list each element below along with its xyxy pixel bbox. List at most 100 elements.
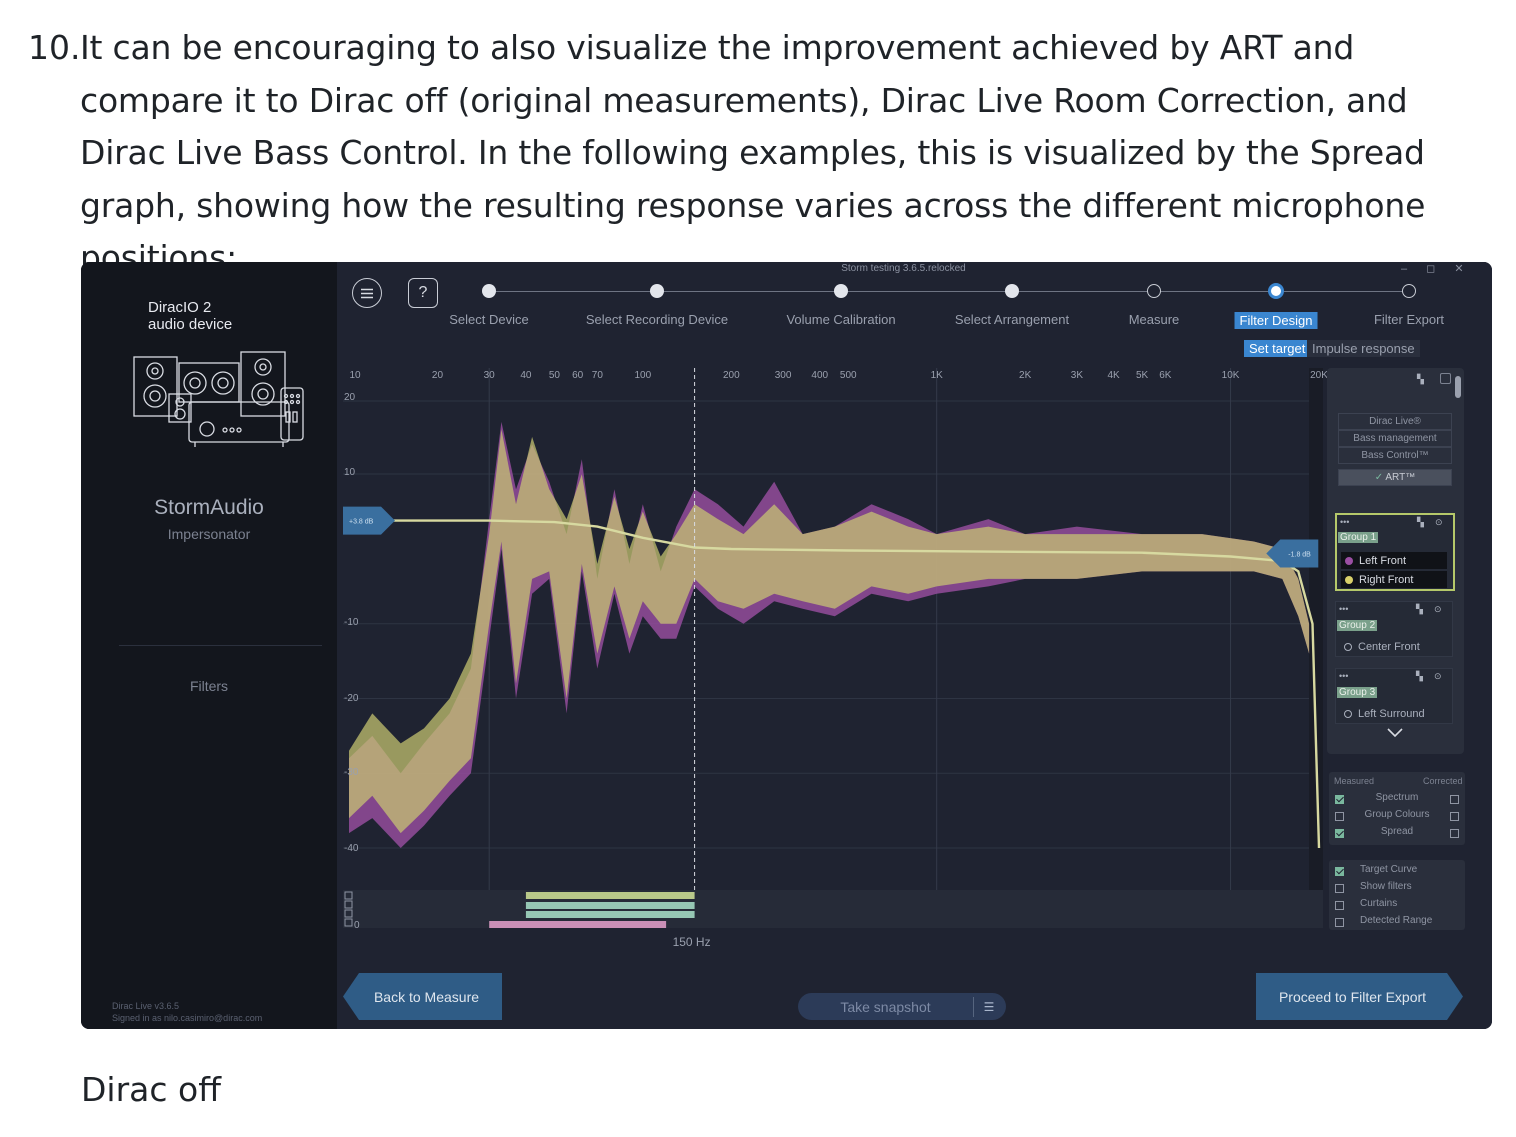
range-bar — [525, 902, 695, 909]
paragraph-text: It can be encouraging to also visualize … — [80, 28, 1426, 277]
link-icon[interactable]: ⊙ — [1435, 517, 1443, 527]
corrected-checkbox[interactable] — [1450, 795, 1459, 804]
snapshot-list-icon[interactable]: ☰ — [983, 999, 995, 1014]
main-area: Storm testing 3.6.5.relocked – ◻ ✕ ? Sel… — [337, 262, 1492, 1029]
layer-art[interactable]: ✓ ART™ — [1338, 469, 1452, 486]
step-label: Measure — [1128, 312, 1180, 327]
more-icon[interactable]: ••• — [1339, 604, 1349, 614]
option-label: Target Curve — [1360, 864, 1418, 875]
freq-tick-label: 4K — [1107, 370, 1120, 381]
range-checkbox — [344, 918, 353, 927]
link-icon[interactable]: ⊙ — [1434, 671, 1442, 681]
measured-checkbox[interactable] — [1335, 829, 1344, 838]
freq-tick-label: 500 — [839, 370, 857, 381]
snapshot-input[interactable]: Take snapshot — [840, 998, 931, 1015]
signed-in-line: Signed in as nilo.casimiro@dirac.com — [112, 1013, 263, 1023]
collapse-icon[interactable]: ▚ — [1416, 671, 1423, 681]
freq-tick-label: 100 — [634, 370, 652, 381]
filters-link[interactable]: Filters — [189, 678, 229, 694]
step-dot-icon — [1402, 284, 1416, 298]
group-3-card[interactable]: ••• ▚ ⊙ Group 3 Left Surround — [1335, 668, 1453, 724]
db-tick-label: -20 — [344, 693, 359, 704]
layer-bass-management[interactable]: Bass management — [1338, 430, 1452, 447]
subtab[interactable]: Set target — [1244, 340, 1311, 357]
corrected-checkbox[interactable] — [1450, 829, 1459, 838]
spread-band-left-front — [349, 421, 1310, 848]
more-icon[interactable]: ••• — [1340, 517, 1350, 527]
layer-bass-control[interactable]: Bass Control™ — [1338, 447, 1452, 464]
channel-label: Center Front — [1358, 640, 1420, 653]
measured-checkbox[interactable] — [1335, 812, 1344, 821]
db-tick-label: -40 — [344, 843, 359, 854]
window-controls[interactable]: – ◻ ✕ — [1401, 263, 1472, 275]
collapse-icon[interactable]: ▚ — [1417, 374, 1424, 384]
channel-center-front[interactable]: Center Front — [1340, 638, 1446, 655]
collapse-icon[interactable]: ▚ — [1416, 604, 1423, 614]
layer-dirac-live[interactable]: Dirac Live® — [1338, 413, 1452, 430]
collapse-icon[interactable]: ▚ — [1417, 517, 1424, 527]
option-checkbox[interactable] — [1335, 884, 1344, 893]
corrected-header: Corrected — [1423, 776, 1463, 786]
chevron-down-icon[interactable] — [1387, 728, 1403, 738]
db-tick-label: 20 — [344, 392, 356, 403]
channel-right-front[interactable]: Right Front — [1341, 571, 1447, 588]
layers-panel: ▚ Dirac Live® Bass management Bass Contr… — [1327, 368, 1464, 754]
view-option-row: Group Colours — [1329, 809, 1465, 824]
item-number: 10. — [28, 28, 81, 67]
settings-icon[interactable] — [1440, 373, 1451, 384]
corrected-checkbox[interactable] — [1450, 812, 1459, 821]
overlay-option-row[interactable]: Detected Range — [1329, 915, 1465, 930]
range-bar — [525, 911, 695, 918]
step-label: Select Arrangement — [954, 312, 1070, 327]
view-option-row: Spread — [1329, 826, 1465, 841]
channel-label: Right Front — [1359, 573, 1414, 586]
handle-shape — [1266, 539, 1319, 568]
option-checkbox[interactable] — [1335, 901, 1344, 910]
option-checkbox[interactable] — [1335, 918, 1344, 927]
freq-tick-label: 70 — [591, 370, 603, 381]
freq-tick-label: 40 — [520, 370, 532, 381]
range-row-label: 0 — [354, 920, 360, 928]
measured-checkbox[interactable] — [1335, 795, 1344, 804]
channel-left-front[interactable]: Left Front — [1341, 552, 1447, 569]
layer-art-label: ART™ — [1385, 472, 1416, 483]
freq-tick-label: 30 — [483, 370, 495, 381]
freq-tick-label: 2K — [1019, 370, 1032, 381]
handle-shape — [343, 506, 395, 535]
menu-button[interactable] — [352, 278, 382, 308]
channel-color-swatch — [1345, 556, 1353, 565]
step-dot-icon — [1147, 284, 1161, 298]
back-to-measure-button[interactable]: Back to Measure — [343, 973, 502, 1020]
view-option-row: Spectrum — [1329, 792, 1465, 807]
scrollbar-thumb[interactable] — [1455, 376, 1461, 398]
channel-label: Left Surround — [1358, 707, 1425, 720]
proceed-to-filter-export-button[interactable]: Proceed to Filter Export — [1256, 973, 1463, 1020]
target-handle-left: +3.8 dB — [343, 506, 395, 535]
device-name: DiracIO 2 audio device — [148, 299, 232, 333]
freq-tick-label: 5K — [1135, 370, 1149, 381]
product-subtitle: Impersonator — [167, 526, 251, 542]
link-icon[interactable]: ⊙ — [1434, 604, 1442, 614]
overlay-option-row[interactable]: Show filters — [1329, 881, 1465, 896]
range-bar — [489, 921, 667, 928]
channel-ring-icon — [1344, 709, 1352, 718]
caption: Dirac off — [81, 1070, 221, 1109]
version-info: Dirac Live v3.6.5 Signed in as nilo.casi… — [112, 1000, 262, 1024]
group-2-card[interactable]: ••• ▚ ⊙ Group 2 Center Front — [1335, 601, 1453, 657]
option-label: Show filters — [1360, 881, 1412, 892]
channel-left-surround[interactable]: Left Surround — [1340, 705, 1446, 722]
subtab[interactable]: Impulse response — [1307, 340, 1420, 357]
option-checkbox[interactable] — [1335, 867, 1344, 876]
freq-tick-label: 6K — [1159, 370, 1172, 381]
overlay-option-row[interactable]: Target Curve — [1329, 864, 1465, 879]
more-icon[interactable]: ••• — [1339, 671, 1349, 681]
channel-ring-icon — [1344, 642, 1352, 651]
frequency-response-graph[interactable]: +3.8 dB -1.8 dB 0 — [343, 368, 1323, 928]
version-line: Dirac Live v3.6.5 — [112, 1001, 180, 1011]
handle-label: +3.8 dB — [349, 519, 374, 526]
freq-tick-label: 50 — [548, 370, 560, 381]
overlay-option-row[interactable]: Curtains — [1329, 898, 1465, 913]
help-button[interactable]: ? — [408, 278, 438, 308]
group-1-card[interactable]: ••• ▚ ⊙ Group 1 Left Front Right Front — [1335, 513, 1455, 591]
freq-tick-label: 3K — [1070, 370, 1084, 381]
